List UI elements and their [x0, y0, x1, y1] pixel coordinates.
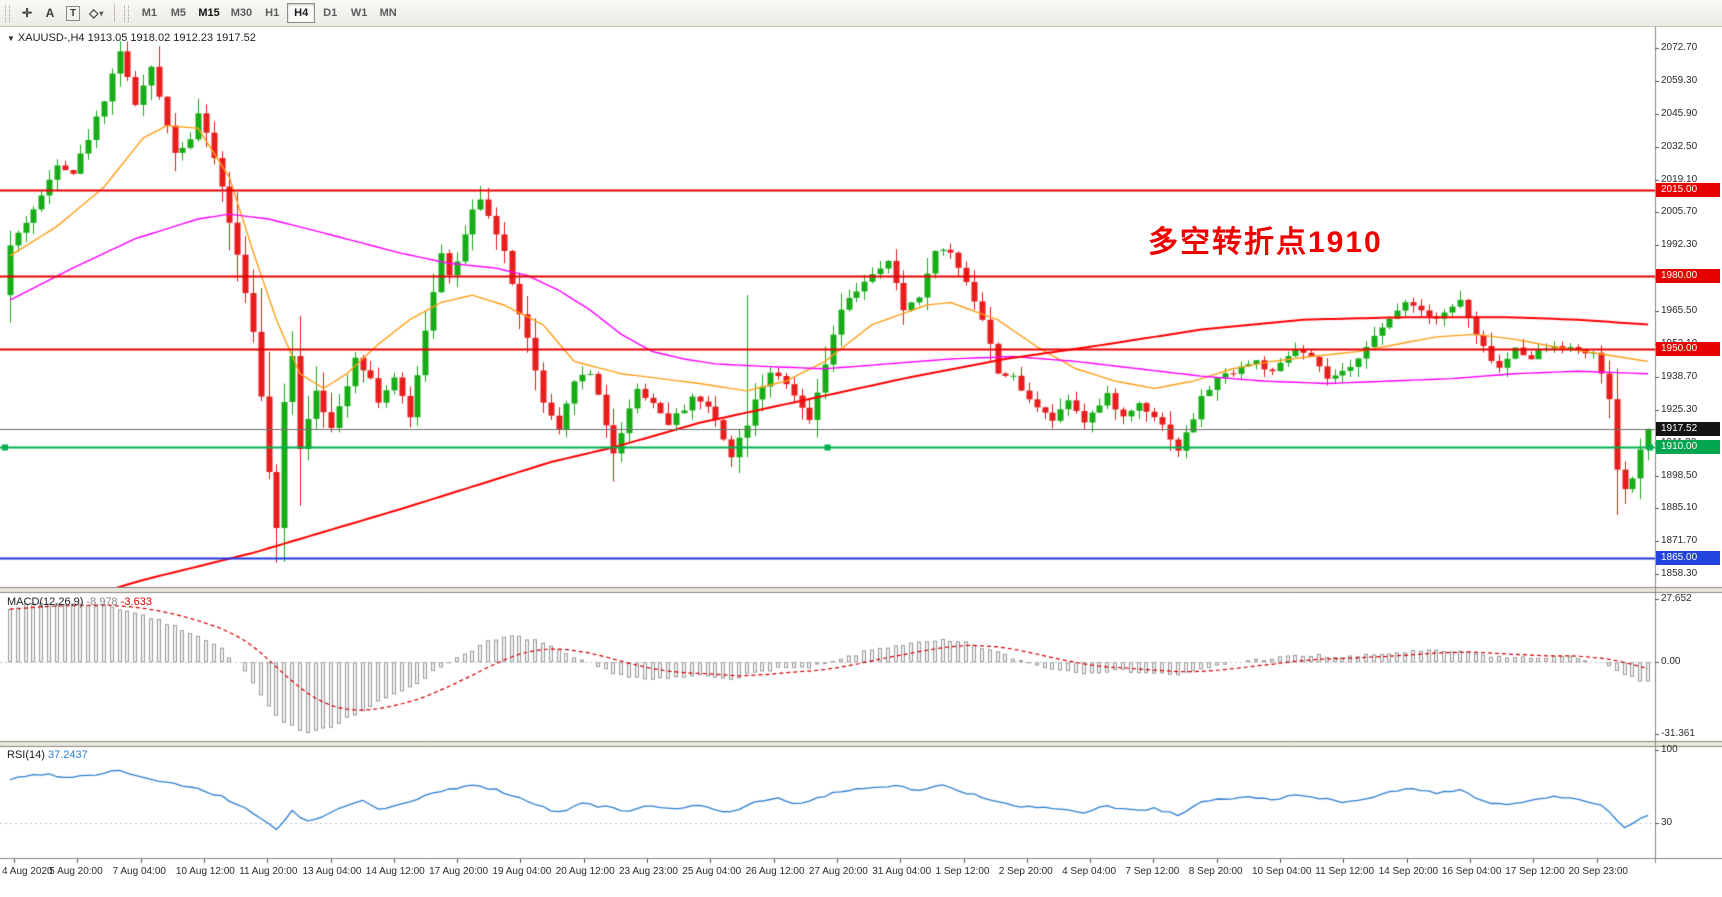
chart-canvas[interactable]: [0, 27, 1722, 897]
rsi-axis-label: 30: [1661, 816, 1673, 828]
symbol-marker-icon: ▼: [7, 34, 15, 43]
time-axis-label: 14 Sep 20:00: [1378, 866, 1439, 877]
time-axis-label: 13 Aug 04:00: [302, 866, 362, 877]
timeframe-button-h1[interactable]: H1: [258, 3, 286, 23]
timeframe-button-m1[interactable]: M1: [135, 3, 163, 23]
toolbar-drag-handle[interactable]: [124, 4, 130, 22]
time-axis-label: 2 Sep 20:00: [998, 866, 1053, 877]
price-level-badge-resistance-1950: 1950.00: [1656, 342, 1720, 357]
macd-label: MACD(12,26,9) -8.978 -3.633: [7, 596, 152, 608]
price-axis-label: 2045.90: [1661, 107, 1698, 119]
time-axis-label: 1 Sep 12:00: [935, 866, 990, 877]
text-frame-icon: T: [66, 5, 81, 21]
shapes-dropdown-tool-button[interactable]: ◇ ▾: [85, 3, 107, 24]
timeframe-group: M1 M5 M15 M30 H1 H4 D1 W1 MN: [135, 3, 402, 23]
timeframe-button-w1[interactable]: W1: [345, 3, 373, 23]
shapes-dropdown-icon: ◇: [89, 6, 99, 20]
time-axis-label: 25 Aug 04:00: [682, 866, 742, 877]
time-axis-label: 4 Sep 04:00: [1062, 866, 1117, 877]
timeframe-button-mn[interactable]: MN: [374, 3, 402, 23]
time-axis-label: 19 Aug 04:00: [492, 866, 552, 877]
rsi-axis-label: 100: [1661, 744, 1678, 755]
time-axis-label: 11 Aug 20:00: [239, 866, 298, 877]
time-axis-label: 17 Sep 12:00: [1505, 866, 1565, 877]
time-axis-label: 20 Sep 23:00: [1568, 866, 1629, 877]
time-axis-label: 7 Sep 12:00: [1125, 866, 1180, 877]
price-axis-label: 1871.70: [1661, 535, 1698, 547]
time-axis-label: 7 Aug 04:00: [112, 866, 166, 877]
price-axis-label: 2005.70: [1661, 206, 1698, 218]
chevron-down-icon: ▾: [99, 8, 104, 18]
time-axis-label: 16 Sep 04:00: [1441, 866, 1502, 877]
time-axis-label: 31 Aug 04:00: [872, 866, 932, 877]
price-axis-label: 2059.30: [1661, 74, 1698, 86]
timeframe-button-m15[interactable]: M15: [193, 3, 224, 23]
price-axis-label: 1898.50: [1661, 469, 1698, 481]
price-level-badge-current-price: 1917.52: [1656, 421, 1720, 436]
price-axis-label: 1965.50: [1661, 305, 1698, 317]
price-axis-label: 1858.30: [1661, 568, 1698, 580]
price-axis-label: 2019.10: [1661, 173, 1698, 185]
toolbar-drag-handle[interactable]: [5, 4, 10, 22]
price-axis-label: 1938.70: [1661, 370, 1698, 382]
macd-main-value: -8.978: [86, 596, 118, 608]
macd-axis-label: 27.652: [1661, 593, 1692, 604]
price-level-badge-resistance-1980: 1980.00: [1656, 268, 1720, 283]
text-label-tool-button[interactable]: A: [39, 3, 61, 24]
rsi-name: RSI(14): [7, 749, 45, 761]
time-axis-label: 26 Aug 12:00: [745, 866, 805, 877]
time-axis-label: 23 Aug 23:00: [619, 866, 678, 877]
time-axis-label: 10 Sep 04:00: [1252, 866, 1312, 877]
time-axis-label: 14 Aug 12:00: [365, 866, 425, 877]
timeframe-button-h4[interactable]: H4: [287, 3, 316, 23]
price-axis-label: 2032.50: [1661, 140, 1698, 152]
price-level-badge-support-1910: 1910.00: [1656, 440, 1720, 455]
macd-signal-value: -3.633: [120, 596, 152, 608]
crosshair-icon: ✛: [21, 6, 33, 20]
macd-axis-label: -31.361: [1661, 728, 1695, 739]
time-axis-label: 4 Aug 2020: [2, 866, 53, 877]
annotation-text[interactable]: 多空转折点1910: [1148, 226, 1383, 259]
time-axis-label: 10 Aug 12:00: [175, 866, 235, 877]
time-axis-label: 5 Aug 20:00: [49, 866, 103, 877]
price-axis-label: 1925.30: [1661, 403, 1698, 415]
ohlc-readout: ▼ XAUUSD-,H4 1913.05 1918.02 1912.23 1917…: [7, 32, 256, 44]
text-label-icon: A: [45, 6, 55, 20]
price-level-badge-support-1865: 1865.00: [1656, 550, 1720, 565]
price-axis-label: 2072.70: [1661, 41, 1698, 53]
chart-window: ▼ XAUUSD-,H4 1913.05 1918.02 1912.23 1917…: [0, 27, 1722, 897]
toolbar-separator: [114, 4, 116, 22]
rsi-value: 37.2437: [47, 749, 88, 761]
price-axis-label: 1885.10: [1661, 502, 1698, 514]
rsi-label: RSI(14) 37.2437: [7, 749, 88, 761]
time-axis-label: 17 Aug 20:00: [429, 866, 489, 877]
timeframe-button-d1[interactable]: D1: [316, 3, 344, 23]
ohlc-text: XAUUSD-,H4 1913.05 1918.02 1912.23 1917.…: [17, 32, 256, 44]
top-toolbar: ✛ A T ◇ ▾ M1 M5 M15 M30 H1 H4 D1 W1 MN: [0, 0, 1722, 27]
timeframe-button-m30[interactable]: M30: [226, 3, 257, 23]
price-axis-label: 1992.30: [1661, 239, 1698, 251]
price-level-badge-resistance-2015: 2015.00: [1656, 182, 1720, 197]
time-axis-label: 20 Aug 12:00: [555, 866, 615, 877]
drawing-tools-group: ✛ A T ◇ ▾: [16, 3, 107, 24]
crosshair-tool-button[interactable]: ✛: [16, 3, 38, 24]
macd-name: MACD(12,26,9): [7, 596, 84, 608]
time-axis-label: 27 Aug 20:00: [808, 866, 868, 877]
macd-axis-label: 0.00: [1661, 656, 1681, 668]
text-frame-tool-button[interactable]: T: [62, 3, 84, 24]
timeframe-button-m5[interactable]: M5: [164, 3, 192, 23]
time-axis-label: 8 Sep 20:00: [1188, 866, 1243, 877]
time-axis-label: 11 Sep 12:00: [1315, 866, 1375, 877]
